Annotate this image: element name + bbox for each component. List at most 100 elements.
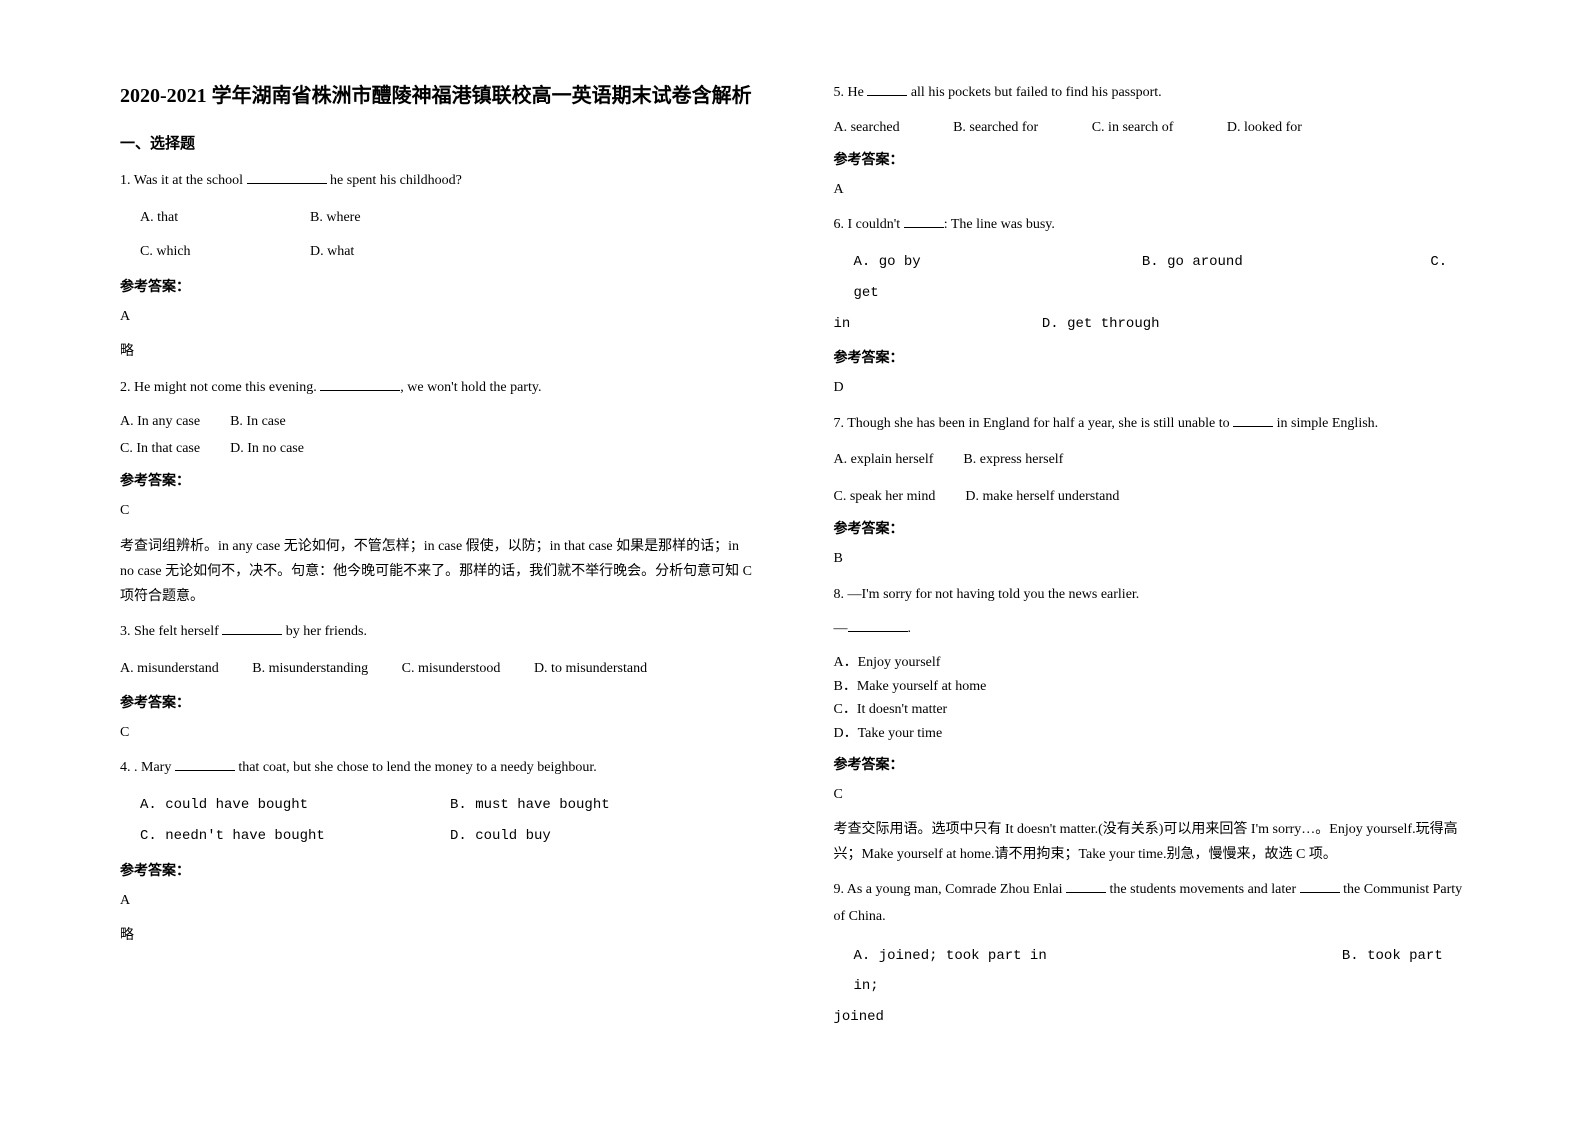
q6-text-b: : The line was busy. [944, 217, 1055, 232]
q7-answer: B [834, 546, 1468, 571]
q6-text-a: 6. I couldn't [834, 217, 904, 232]
section-heading: 一、选择题 [120, 132, 754, 153]
q6-optA: A. go by [854, 247, 1084, 278]
q9-options: A. joined; took part in B. took part in;… [834, 941, 1468, 1033]
q3-optC: C. misunderstood [402, 656, 501, 683]
answer-label: 参考答案： [120, 692, 754, 712]
blank [1233, 426, 1273, 427]
q3-optB: B. misunderstanding [252, 656, 368, 683]
question-6: 6. I couldn't : The line was busy. [834, 212, 1468, 239]
q3-optD: D. to misunderstand [534, 656, 647, 683]
q2-optC: C. In that case [120, 436, 200, 463]
q7-optC: C. speak her mind [834, 484, 936, 511]
q8-answer: C [834, 782, 1468, 807]
q7-text-b: in simple English. [1273, 416, 1378, 431]
q9-text-a: 9. As a young man, Comrade Zhou Enlai [834, 882, 1067, 897]
q9-text-b: the students movements and later [1106, 882, 1300, 897]
q5-options: A. searched B. searched for C. in search… [834, 115, 1468, 142]
q8-optC: C．It doesn't matter [834, 698, 1468, 722]
q6-optB: B. go around [1142, 247, 1372, 278]
q1-optD: D. what [310, 237, 354, 268]
q2-optD: D. In no case [230, 441, 304, 456]
blank [175, 770, 235, 771]
q3-optA: A. misunderstand [120, 656, 219, 683]
q5-text-b: all his pockets but failed to find his p… [907, 85, 1161, 100]
blank [247, 183, 327, 184]
q7-optB: B. express herself [963, 452, 1063, 467]
q4-optA: A. could have bought [140, 790, 400, 821]
q8-optB: B．Make yourself at home [834, 675, 1468, 699]
q1-text-b: he spent his childhood? [327, 173, 462, 188]
q2-text-a: 2. He might not come this evening. [120, 380, 320, 395]
question-3: 3. She felt herself by her friends. [120, 619, 754, 646]
answer-label: 参考答案： [834, 149, 1468, 169]
blank [904, 227, 944, 228]
blank [1300, 892, 1340, 893]
q8-options: A．Enjoy yourself B．Make yourself at home… [834, 651, 1468, 746]
question-1: 1. Was it at the school he spent his chi… [120, 168, 754, 195]
question-2: 2. He might not come this evening. , we … [120, 375, 754, 402]
q8-dash: —. [834, 616, 1468, 643]
q5-optA: A. searched [834, 115, 900, 142]
answer-label: 参考答案： [834, 347, 1468, 367]
q4-optB: B. must have bought [450, 797, 610, 813]
question-9: 9. As a young man, Comrade Zhou Enlai th… [834, 877, 1468, 930]
q1-text-a: 1. Was it at the school [120, 173, 247, 188]
q1-optB: B. where [310, 203, 361, 234]
question-8: 8. —I'm sorry for not having told you th… [834, 582, 1468, 609]
q5-optB: B. searched for [953, 115, 1038, 142]
q7-optA: A. explain herself [834, 447, 934, 474]
blank [1066, 892, 1106, 893]
q8-dot: . [908, 621, 912, 636]
document-title: 2020-2021 学年湖南省株洲市醴陵神福港镇联校高一英语期末试卷含解析 [120, 80, 754, 112]
q2-optA: A. In any case [120, 409, 200, 436]
q3-text-a: 3. She felt herself [120, 624, 222, 639]
q8-dash-sym: — [834, 621, 848, 636]
q1-options: A. that B. where C. which D. what [120, 203, 754, 269]
question-7: 7. Though she has been in England for ha… [834, 411, 1468, 438]
q1-optC: C. which [140, 237, 260, 268]
q3-text-b: by her friends. [282, 624, 367, 639]
q4-optD: D. could buy [450, 828, 551, 844]
q4-text-b: that coat, but she chose to lend the mon… [235, 760, 597, 775]
q7-text-a: 7. Though she has been in England for ha… [834, 416, 1234, 431]
q4-options: A. could have boughtB. must have bought … [120, 790, 754, 852]
blank [848, 631, 908, 632]
right-column: 5. He all his pockets but failed to find… [794, 80, 1488, 1082]
q8-explanation: 考查交际用语。选项中只有 It doesn't matter.(没有关系)可以用… [834, 817, 1468, 867]
question-5: 5. He all his pockets but failed to find… [834, 80, 1468, 107]
answer-label: 参考答案： [120, 470, 754, 490]
q3-options: A. misunderstand B. misunderstanding C. … [120, 656, 754, 683]
q5-optC: C. in search of [1092, 115, 1174, 142]
q7-options: A. explain herself B. express herself C. … [834, 447, 1468, 510]
left-column: 2020-2021 学年湖南省株洲市醴陵神福港镇联校高一英语期末试卷含解析 一、… [100, 80, 794, 1082]
answer-label: 参考答案： [120, 860, 754, 880]
q1-optA: A. that [140, 203, 260, 234]
blank [320, 390, 400, 391]
q5-optD: D. looked for [1227, 115, 1302, 142]
q2-answer: C [120, 498, 754, 523]
q6-optD: D. get through [1042, 316, 1160, 332]
answer-label: 参考答案： [834, 754, 1468, 774]
q2-optB: B. In case [230, 414, 286, 429]
q4-expl: 略 [120, 923, 754, 948]
q4-text-a: 4. . Mary [120, 760, 175, 775]
q2-options: A. In any case B. In case C. In that case… [120, 409, 754, 462]
q2-explanation: 考查词组辨析。in any case 无论如何，不管怎样；in case 假使，… [120, 534, 754, 610]
q8-text: 8. —I'm sorry for not having told you th… [834, 587, 1140, 602]
blank [867, 95, 907, 96]
question-4: 4. . Mary that coat, but she chose to le… [120, 755, 754, 782]
q8-optD: D．Take your time [834, 722, 1468, 746]
answer-label: 参考答案： [120, 276, 754, 296]
q3-answer: C [120, 720, 754, 745]
q1-expl: 略 [120, 339, 754, 364]
q4-answer: A [120, 888, 754, 913]
q7-optD: D. make herself understand [965, 489, 1119, 504]
q2-text-b: , we won't hold the party. [400, 380, 541, 395]
q9-optA: A. joined; took part in [854, 941, 1284, 972]
answer-label: 参考答案： [834, 518, 1468, 538]
blank [222, 634, 282, 635]
q5-text-a: 5. He [834, 85, 868, 100]
q6-options: A. go by B. go around C. get in D. get t… [834, 247, 1468, 339]
q8-optA: A．Enjoy yourself [834, 651, 1468, 675]
